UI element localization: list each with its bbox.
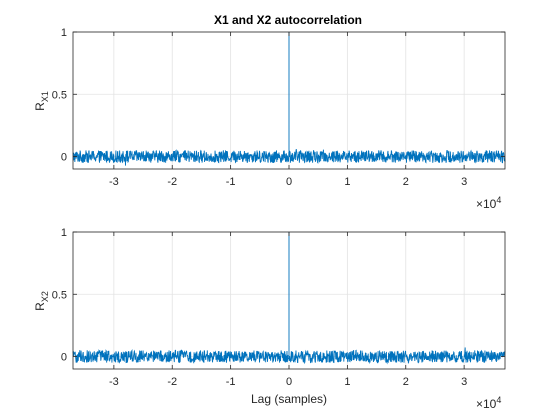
x-tick-label: 3: [461, 176, 467, 188]
x-tick-label: 3: [461, 376, 467, 388]
x-tick-label: 0: [286, 376, 292, 388]
y-tick-label: 1: [61, 227, 67, 239]
x-axis-label: Lag (samples): [251, 392, 327, 406]
x-tick-label: 1: [344, 376, 350, 388]
y-label-main-top: R: [33, 102, 47, 111]
ticks-bottom: -3 -2 -1 0 1 2 3 0 0.5 1: [52, 227, 505, 388]
x-tick-label: -1: [226, 376, 236, 388]
series-line-x1: [72, 32, 506, 166]
y-tick-label: 0: [61, 352, 67, 364]
x-tick-label: 2: [403, 376, 409, 388]
x-exponent-top: ×104: [476, 195, 501, 211]
subplot-top: X1 and X2 autocorrelation -3 -2 -1 0 1 2 3 0 0.5…: [33, 13, 506, 211]
x-tick-label: 1: [344, 176, 350, 188]
y-axis-label-bottom: RX2: [33, 291, 50, 311]
x-tick-label: 0: [286, 176, 292, 188]
subplot-bottom: -3 -2 -1 0 1 2 3 0 0.5 1 RX2 Lag (samples) ×104: [33, 227, 506, 411]
y-tick-label: 0: [61, 152, 67, 164]
x-tick-label: -1: [226, 176, 236, 188]
y-tick-label: 1: [61, 27, 67, 39]
chart-title: X1 and X2 autocorrelation: [214, 13, 362, 27]
x-exponent-bottom: ×104: [476, 395, 501, 411]
x-exponent-base-bottom: ×10: [476, 397, 497, 411]
series-line-x2: [72, 232, 506, 365]
y-axis-label-top: RX1: [33, 91, 50, 111]
ticks-top: -3 -2 -1 0 1 2 3 0 0.5 1: [52, 27, 505, 188]
x-tick-label: -3: [109, 376, 119, 388]
x-exponent-base-top: ×10: [476, 197, 497, 211]
x-tick-label: 2: [403, 176, 409, 188]
y-tick-label: 0.5: [52, 289, 67, 301]
y-label-main-bottom: R: [33, 302, 47, 311]
x-tick-label: -2: [167, 176, 177, 188]
y-label-sub-top: X1: [40, 91, 50, 102]
x-exponent-power-bottom: 4: [496, 395, 501, 405]
x-exponent-power-top: 4: [496, 195, 501, 205]
y-tick-label: 0.5: [52, 89, 67, 101]
x-tick-label: -3: [109, 176, 119, 188]
y-label-sub-bottom: X2: [40, 291, 50, 302]
x-tick-label: -2: [167, 376, 177, 388]
